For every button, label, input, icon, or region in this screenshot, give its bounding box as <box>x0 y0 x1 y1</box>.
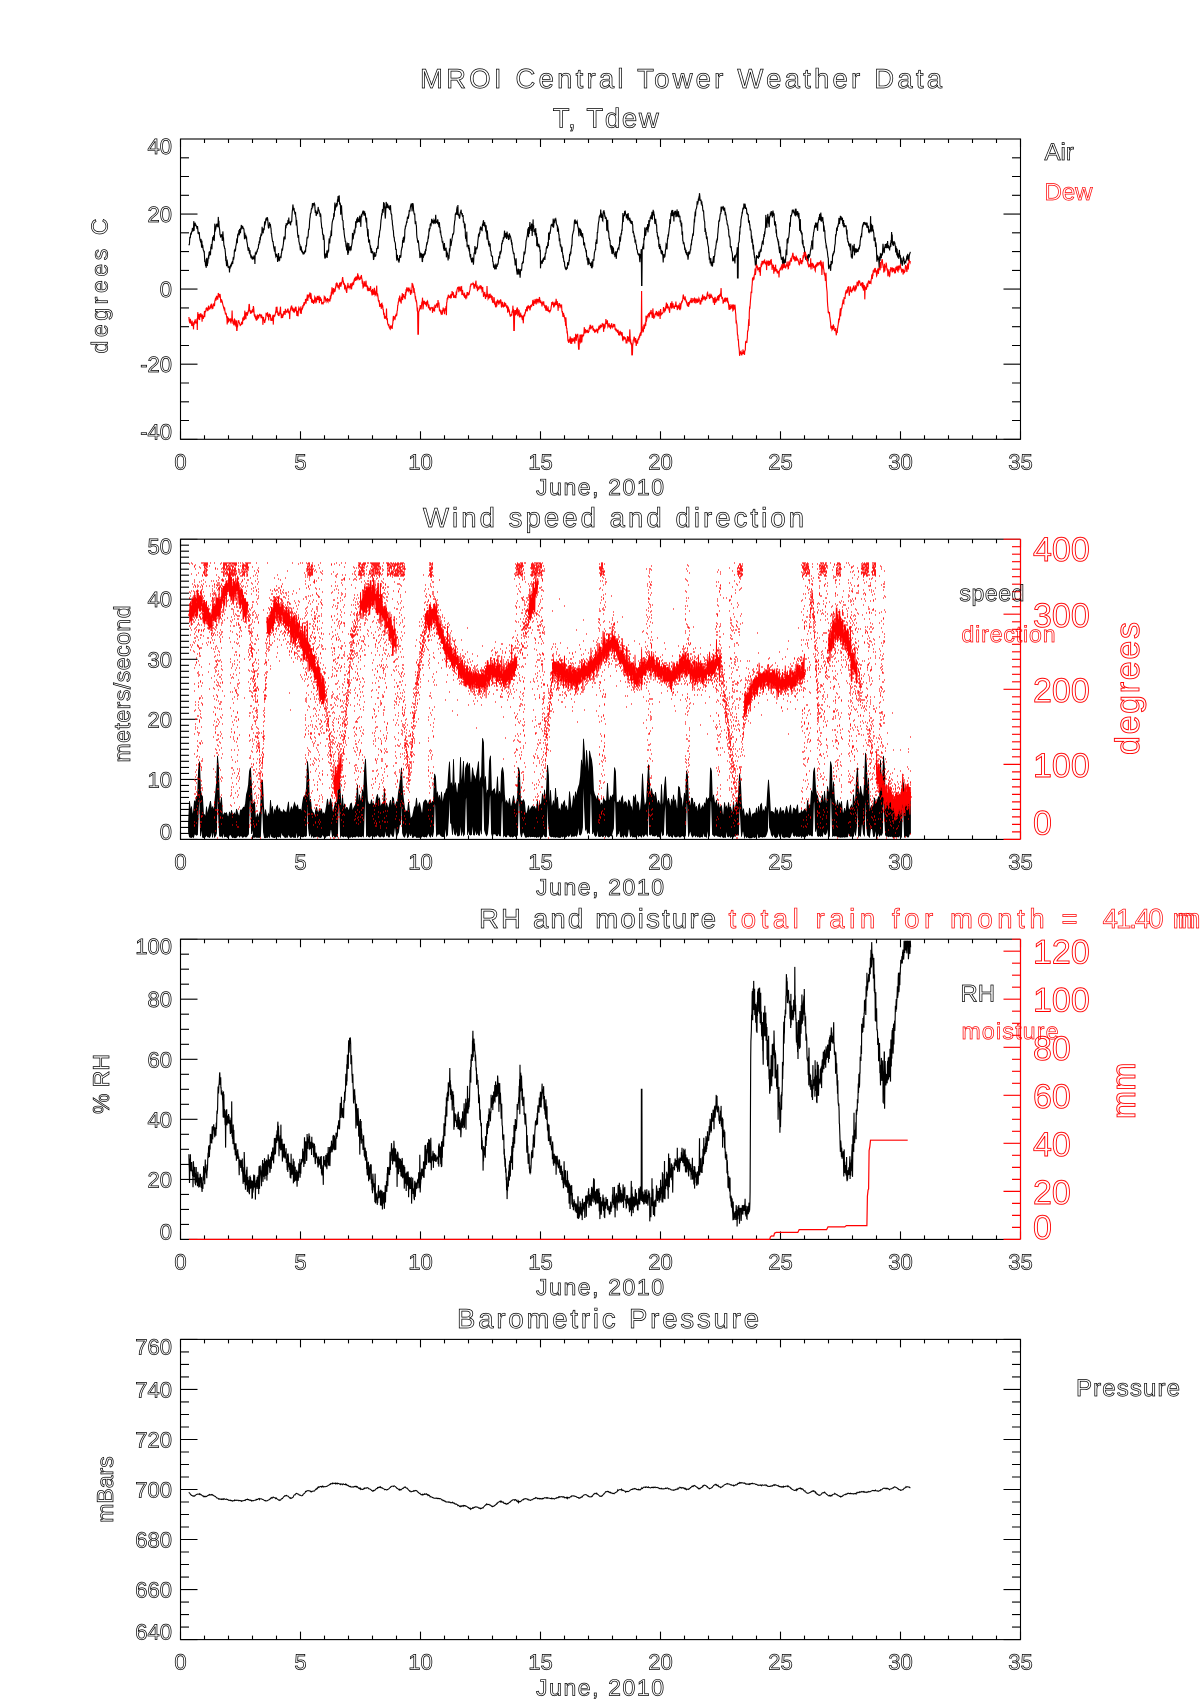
svg-text:June, 2010: June, 2010 <box>536 1674 664 1700</box>
svg-text:120: 120 <box>1033 934 1090 972</box>
svg-text:0: 0 <box>1033 1209 1052 1247</box>
svg-text:15: 15 <box>528 1249 552 1274</box>
svg-text:20: 20 <box>148 1167 172 1192</box>
svg-text:5: 5 <box>294 849 306 874</box>
svg-text:400: 400 <box>1033 531 1090 569</box>
svg-text:660: 660 <box>135 1578 172 1603</box>
svg-text:35: 35 <box>1008 1249 1032 1274</box>
svg-text:300: 300 <box>1033 597 1090 635</box>
svg-text:40: 40 <box>148 1107 172 1132</box>
svg-text:T, Tdew: T, Tdew <box>553 102 659 133</box>
svg-text:Barometric Pressure: Barometric Pressure <box>457 1303 759 1334</box>
svg-text:moisture: moisture <box>962 1018 1059 1044</box>
svg-text:meters/second: meters/second <box>109 606 135 763</box>
svg-text:40: 40 <box>148 134 172 159</box>
svg-text:10: 10 <box>408 449 432 474</box>
svg-text:680: 680 <box>135 1528 172 1553</box>
svg-text:100: 100 <box>1033 982 1090 1020</box>
svg-text:20: 20 <box>148 707 172 732</box>
svg-text:10: 10 <box>408 1249 432 1274</box>
svg-text:30: 30 <box>888 1650 912 1675</box>
svg-text:20: 20 <box>1033 1174 1071 1212</box>
svg-text:RH: RH <box>960 980 995 1007</box>
svg-text:MROI Central Tower Weather Dat: MROI Central Tower Weather Data <box>420 63 943 94</box>
svg-text:0: 0 <box>174 1249 186 1274</box>
svg-text:30: 30 <box>888 449 912 474</box>
svg-text:700: 700 <box>135 1478 172 1503</box>
svg-text:degrees C: degrees C <box>87 219 113 354</box>
svg-text:0: 0 <box>174 849 186 874</box>
svg-text:40: 40 <box>148 587 172 612</box>
svg-text:200: 200 <box>1033 672 1090 710</box>
svg-text:20: 20 <box>148 202 172 227</box>
svg-text:25: 25 <box>768 849 792 874</box>
svg-text:-20: -20 <box>140 352 172 377</box>
svg-text:0: 0 <box>160 277 172 302</box>
svg-text:80: 80 <box>1033 1030 1071 1068</box>
svg-text:35: 35 <box>1008 449 1032 474</box>
svg-text:50: 50 <box>148 534 172 559</box>
svg-text:0: 0 <box>174 1650 186 1675</box>
svg-text:720: 720 <box>135 1428 172 1453</box>
svg-text:5: 5 <box>294 449 306 474</box>
svg-text:0: 0 <box>160 819 172 844</box>
svg-text:% RH: % RH <box>88 1054 114 1114</box>
svg-text:100: 100 <box>135 934 172 959</box>
svg-text:5: 5 <box>294 1249 306 1274</box>
svg-text:25: 25 <box>768 1650 792 1675</box>
svg-text:35: 35 <box>1008 849 1032 874</box>
svg-text:speed: speed <box>959 580 1024 606</box>
svg-text:30: 30 <box>888 1249 912 1274</box>
svg-text:0: 0 <box>1033 804 1052 842</box>
svg-text:0: 0 <box>174 449 186 474</box>
svg-text:20: 20 <box>648 1249 672 1274</box>
svg-text:10: 10 <box>408 1650 432 1675</box>
svg-text:direction: direction <box>962 621 1056 647</box>
svg-text:Wind speed and direction: Wind speed and direction <box>423 502 804 533</box>
svg-text:35: 35 <box>1008 1650 1032 1675</box>
svg-text:15: 15 <box>528 449 552 474</box>
svg-text:20: 20 <box>648 449 672 474</box>
svg-text:640: 640 <box>135 1620 172 1645</box>
svg-text:25: 25 <box>768 1249 792 1274</box>
svg-text:25: 25 <box>768 449 792 474</box>
svg-text:0: 0 <box>160 1219 172 1244</box>
svg-text:Air: Air <box>1045 139 1074 166</box>
svg-text:40: 40 <box>1033 1126 1071 1164</box>
svg-text:740: 740 <box>135 1377 172 1402</box>
svg-text:Pressure: Pressure <box>1076 1375 1180 1402</box>
svg-text:80: 80 <box>148 987 172 1012</box>
svg-text:20: 20 <box>648 849 672 874</box>
svg-text:mm: mm <box>1173 903 1200 934</box>
svg-text:5: 5 <box>294 1650 306 1675</box>
svg-text:June, 2010: June, 2010 <box>536 474 664 500</box>
svg-text:60: 60 <box>148 1047 172 1072</box>
svg-text:60: 60 <box>1033 1078 1071 1116</box>
svg-text:41.40: 41.40 <box>1103 903 1164 934</box>
svg-text:100: 100 <box>1033 747 1090 785</box>
svg-text:15: 15 <box>528 1650 552 1675</box>
svg-text:Dew: Dew <box>1045 179 1094 206</box>
svg-text:10: 10 <box>408 849 432 874</box>
svg-text:10: 10 <box>148 767 172 792</box>
svg-text:15: 15 <box>528 849 552 874</box>
svg-text:-40: -40 <box>140 419 172 444</box>
svg-text:June, 2010: June, 2010 <box>536 1274 664 1300</box>
svg-text:30: 30 <box>148 647 172 672</box>
svg-text:mBars: mBars <box>92 1456 118 1522</box>
svg-text:mm: mm <box>1105 1062 1143 1119</box>
svg-text:RH and moisture: RH and moisture <box>479 903 716 934</box>
svg-text:June, 2010: June, 2010 <box>536 874 664 900</box>
svg-text:degrees: degrees <box>1109 622 1147 755</box>
svg-text:760: 760 <box>135 1334 172 1359</box>
svg-text:30: 30 <box>888 849 912 874</box>
svg-text:20: 20 <box>648 1650 672 1675</box>
